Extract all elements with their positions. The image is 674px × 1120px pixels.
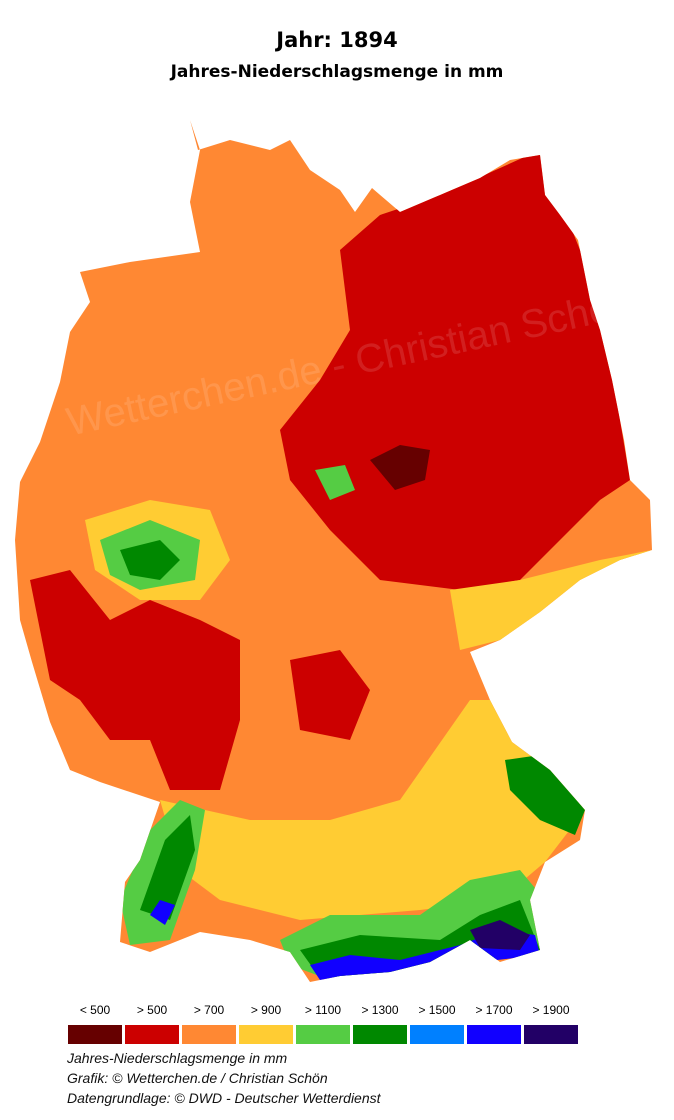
legend-label: > 1900: [532, 1003, 570, 1017]
legend: < 500 > 500 > 700 > 900 > 1100 > 1300 > …: [68, 1003, 578, 1044]
legend-swatch: [239, 1025, 293, 1044]
region-900-south: [160, 700, 585, 920]
region-500-northeast: [280, 150, 630, 590]
region-under500: [370, 445, 430, 490]
precipitation-map: Wetterchen.de - Christian Schön: [15, 120, 652, 982]
legend-swatch: [296, 1025, 350, 1044]
legend-label: > 1500: [418, 1003, 456, 1017]
region-500-central: [290, 650, 370, 740]
legend-label: > 1700: [475, 1003, 513, 1017]
footer-unit: Jahres-Niederschlagsmenge in mm: [67, 1050, 288, 1066]
legend-label: > 1300: [361, 1003, 399, 1017]
legend-label: < 500: [79, 1003, 111, 1017]
footer-credit: Grafik: © Wetterchen.de / Christian Schö…: [67, 1070, 328, 1086]
legend-item: > 1900: [524, 1003, 578, 1044]
legend-label: > 700: [193, 1003, 225, 1017]
legend-item: > 1300: [353, 1003, 407, 1044]
region-1700-blackforest: [150, 900, 175, 925]
legend-item: > 500: [125, 1003, 179, 1044]
region-1100-harz: [315, 465, 355, 500]
legend-item: > 700: [182, 1003, 236, 1044]
legend-swatch: [182, 1025, 236, 1044]
region-500-west: [30, 570, 240, 790]
region-1900-alps: [470, 920, 530, 950]
precipitation-regions: [15, 120, 652, 982]
legend-label: > 500: [136, 1003, 168, 1017]
legend-label: > 900: [250, 1003, 282, 1017]
legend-swatch: [68, 1025, 122, 1044]
footer-source: Datengrundlage: © DWD - Deutscher Wetter…: [67, 1090, 381, 1106]
legend-swatch: [524, 1025, 578, 1044]
legend-item: > 1500: [410, 1003, 464, 1044]
legend-item: > 900: [239, 1003, 293, 1044]
region-1300-blackforest: [140, 815, 195, 920]
legend-item: < 500: [68, 1003, 122, 1044]
legend-label: > 1100: [304, 1003, 342, 1017]
legend-swatch: [410, 1025, 464, 1044]
legend-swatch: [353, 1025, 407, 1044]
map-title: Jahr: 1894: [276, 28, 398, 52]
map-subtitle: Jahres-Niederschlagsmenge in mm: [170, 62, 504, 82]
legend-swatch: [467, 1025, 521, 1044]
region-1300-bavarian-forest: [505, 755, 585, 835]
legend-swatch: [125, 1025, 179, 1044]
legend-item: > 1700: [467, 1003, 521, 1044]
region-1300-sauerland: [120, 540, 180, 580]
legend-item: > 1100: [296, 1003, 350, 1044]
